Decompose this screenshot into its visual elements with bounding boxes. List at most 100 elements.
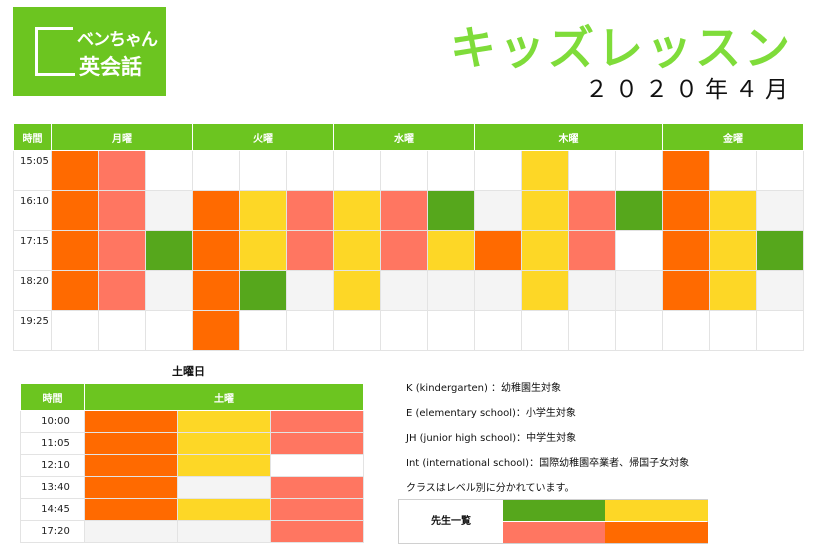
saturday-schedule: 時間 土曜 10:00 11:05 12:10 13:40 14:45 17:20 [20,383,364,543]
lesson-cell [84,476,178,499]
lesson-cell [98,230,146,271]
lesson-cell [84,520,178,543]
lesson-cell [521,270,569,311]
lesson-cell [568,150,616,191]
logo-text-sub: 英会話 [79,55,142,79]
lesson-cell [98,310,146,351]
page-date: ２０２０年４月 [585,77,795,103]
lesson-cell [177,410,271,433]
lesson-cell [709,270,757,311]
schedule-row: 14:45 [20,498,364,521]
lesson-cell [474,230,522,271]
lesson-cell [177,498,271,521]
lesson-cell [192,270,240,311]
lesson-cell [709,150,757,191]
lesson-cell [615,150,663,191]
teacher-list-label: 先生一覧 [431,516,471,527]
legend-kindergarten: K (kindergarten) ：幼稚園生対象 [406,383,562,394]
lesson-cell [474,190,522,231]
lesson-cell [145,270,193,311]
lesson-cell [568,310,616,351]
day-header-wednesday: 水曜 [333,123,475,151]
time-cell: 18:20 [13,270,52,311]
lesson-cell [286,230,334,271]
time-cell: 15:05 [13,150,52,191]
time-cell: 17:15 [13,230,52,271]
class-legend: K (kindergarten) ：幼稚園生対象 E (elementary s… [406,382,689,507]
lesson-cell [662,270,710,311]
lesson-cell [709,310,757,351]
lesson-cell [333,190,381,231]
saturday-caption: 土曜日 [172,365,205,378]
lesson-cell [286,310,334,351]
lesson-cell [380,270,428,311]
lesson-cell [615,190,663,231]
lesson-cell [177,454,271,477]
lesson-cell [568,270,616,311]
lesson-cell [709,190,757,231]
day-header-monday: 月曜 [51,123,193,151]
lesson-cell [51,310,99,351]
lesson-cell [521,150,569,191]
schedule-row: 11:05 [20,432,364,455]
lesson-cell [662,310,710,351]
lesson-cell [84,454,178,477]
lesson-cell [145,190,193,231]
time-cell: 16:10 [13,190,52,231]
lesson-cell [474,150,522,191]
lesson-cell [427,310,475,351]
lesson-cell [662,150,710,191]
teacher-list: 先生一覧 [398,499,708,544]
lesson-cell [239,270,287,311]
lesson-cell [84,410,178,433]
lesson-cell [239,230,287,271]
time-cell: 14:45 [20,498,85,521]
lesson-cell [239,150,287,191]
lesson-cell [521,230,569,271]
lesson-cell [177,476,271,499]
time-cell: 13:40 [20,476,85,499]
legend-note: クラスはレベル別に分かれています。 [406,483,575,494]
lesson-cell [756,270,804,311]
lesson-cell [756,310,804,351]
page-title: キッズレッスン [450,21,793,75]
lesson-cell [333,310,381,351]
lesson-cell [192,310,240,351]
lesson-cell [756,230,804,271]
lesson-cell [51,270,99,311]
lesson-cell [145,230,193,271]
lesson-cell [98,270,146,311]
day-header-friday: 金曜 [662,123,804,151]
schedule-row: 17:15 [13,230,804,271]
lesson-cell [286,190,334,231]
time-cell: 12:10 [20,454,85,477]
schedule-row: 13:40 [20,476,364,499]
lesson-cell [427,150,475,191]
lesson-cell [333,270,381,311]
lesson-cell [145,310,193,351]
lesson-cell [615,270,663,311]
schedule-row: 12:10 [20,454,364,477]
lesson-cell [333,150,381,191]
time-cell: 11:05 [20,432,85,455]
time-column-header: 時間 [20,383,85,411]
lesson-cell [192,150,240,191]
schedule-row: 15:05 [13,150,804,191]
lesson-cell [177,432,271,455]
lesson-cell [177,520,271,543]
lesson-cell [756,190,804,231]
teacher-swatch [503,500,606,521]
lesson-cell [286,150,334,191]
lesson-cell [333,230,381,271]
legend-junior-high: JH (junior high school)：中学生対象 [406,433,577,444]
lesson-cell [615,310,663,351]
lesson-cell [662,230,710,271]
schedule-row: 18:20 [13,270,804,311]
time-cell: 17:20 [20,520,85,543]
time-cell: 10:00 [20,410,85,433]
logo: ベンちゃん 英会話 [13,7,166,96]
legend-elementary: E (elementary school)：小学生対象 [406,408,576,419]
day-header-saturday: 土曜 [84,383,364,411]
lesson-cell [709,230,757,271]
lesson-cell [474,310,522,351]
